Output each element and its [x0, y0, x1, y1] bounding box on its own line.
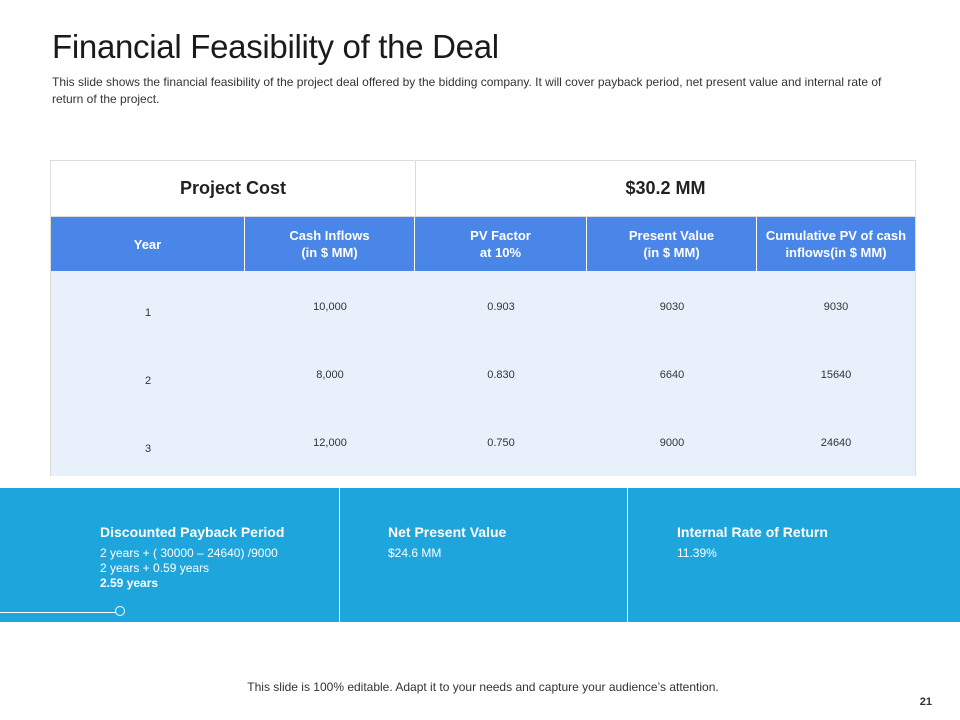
cell-cash-inflows: 8,000 [316, 369, 344, 381]
irr-panel: Internal Rate of Return 11.39% [628, 488, 960, 622]
project-cost-value: $30.2 MM [625, 178, 706, 198]
page-number: 21 [919, 696, 932, 708]
summary-band: Discounted Payback Period 2 years + ( 30… [0, 488, 960, 622]
npv-title: Net Present Value [388, 524, 507, 540]
cell-year: 3 [144, 443, 152, 455]
feasibility-table: Project Cost $30.2 MM Year Cash Inflows … [50, 160, 916, 476]
cell-cash-inflows: 10,000 [313, 301, 347, 313]
payback-formula: 2 years + ( 30000 – 24640) /9000 [100, 546, 278, 560]
page-subtitle: This slide shows the financial feasibili… [52, 75, 882, 106]
payback-panel: Discounted Payback Period 2 years + ( 30… [0, 488, 340, 622]
header-pv-factor: PV Factor at 10% [415, 217, 587, 271]
header-cash-inflows: Cash Inflows (in $ MM) [245, 217, 415, 271]
cell-present-value: 9000 [659, 437, 685, 449]
payback-title: Discounted Payback Period [100, 524, 285, 540]
page-title: Financial Feasibility of the Deal [52, 28, 499, 65]
payback-result: 2.59 years [100, 576, 159, 590]
cell-cumulative-pv: 15640 [820, 369, 852, 381]
cell-present-value: 9030 [659, 301, 685, 313]
cell-pv-factor: 0.830 [487, 369, 515, 381]
cell-pv-factor: 0.903 [487, 301, 515, 313]
table-row: 1 10,000 0.903 9030 9030 [51, 271, 915, 339]
irr-title: Internal Rate of Return [677, 524, 828, 540]
cell-year: 2 [144, 375, 152, 387]
project-cost-label: Project Cost [51, 161, 416, 216]
decorative-line [0, 612, 116, 613]
table-row: 3 12,000 0.750 9000 24640 [51, 407, 915, 475]
table-header-row: Year Cash Inflows (in $ MM) PV Factor at… [51, 217, 915, 271]
footer-note: This slide is 100% editable. Adapt it to… [247, 680, 719, 694]
project-cost-row: Project Cost $30.2 MM [51, 161, 915, 217]
npv-panel: Net Present Value $24.6 MM [340, 488, 628, 622]
cell-cumulative-pv: 24640 [820, 437, 852, 449]
irr-value: 11.39% [677, 546, 717, 560]
npv-value: $24.6 MM [388, 546, 442, 560]
header-cumulative-pv: Cumulative PV of cash inflows(in $ MM) [765, 228, 907, 260]
payback-step: 2 years + 0.59 years [100, 561, 210, 575]
cell-cumulative-pv: 9030 [823, 301, 849, 313]
cell-cash-inflows: 12,000 [313, 437, 347, 449]
cell-pv-factor: 0.750 [487, 437, 515, 449]
circle-icon [115, 606, 125, 616]
header-year: Year [51, 217, 245, 271]
table-row: 2 8,000 0.830 6640 15640 [51, 339, 915, 407]
cell-year: 1 [144, 307, 152, 319]
cell-present-value: 6640 [659, 369, 685, 381]
table-body: 1 10,000 0.903 9030 9030 2 8,000 0.830 6… [51, 271, 915, 476]
header-present-value: Present Value (in $ MM) [587, 217, 757, 271]
